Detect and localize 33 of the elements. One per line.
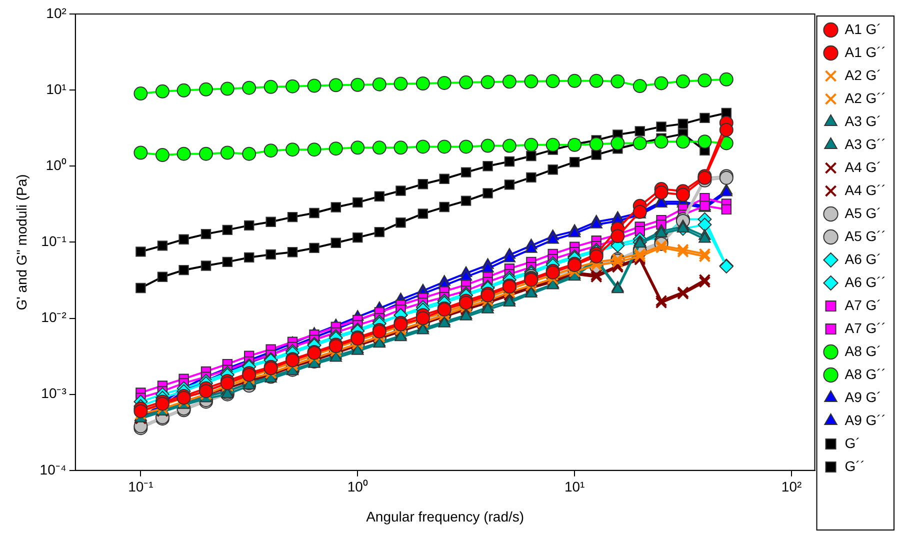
legend-label: G´	[844, 434, 860, 451]
legend-label: A1 G´´	[844, 44, 886, 60]
legend-label: A1 G´	[844, 20, 882, 37]
y-tick-label: 10⁻⁴	[40, 461, 66, 478]
legend-label: A3 G´´	[844, 136, 886, 152]
legend-label: A7 G´´	[844, 320, 886, 336]
legend-label: A6 G´	[844, 250, 882, 267]
legend-label: A8 G´	[844, 342, 882, 359]
y-tick-label: 10⁻³	[41, 385, 67, 402]
x-tick-label: 10⁻¹	[128, 478, 154, 495]
legend-label: A3 G´	[844, 112, 882, 129]
y-tick-label: 10⁻¹	[41, 233, 67, 250]
legend-label: A9 G´	[844, 388, 882, 405]
legend-label: A5 G´´	[844, 228, 886, 244]
y-axis-title: G' and G" moduli (Pa)	[13, 174, 30, 310]
y-tick-label: 10¹	[46, 80, 67, 97]
legend-label: A2 G´	[844, 66, 882, 83]
x-tick-label: 10²	[781, 478, 802, 495]
x-tick-label: 10¹	[564, 478, 586, 495]
legend-label: A6 G´´	[844, 274, 886, 290]
legend-label: A8 G´´	[844, 366, 886, 382]
legend-label: A5 G´	[844, 204, 882, 221]
legend-label: A4 G´	[844, 158, 882, 175]
x-tick-label: 10⁰	[347, 478, 368, 495]
y-tick-label: 10²	[46, 4, 67, 21]
y-tick-label: 10⁰	[46, 156, 66, 173]
legend-label: A9 G´´	[844, 412, 886, 428]
legend-label: A2 G´´	[844, 90, 886, 106]
legend-label: A4 G´´	[844, 182, 886, 198]
legend-label: G´´	[844, 458, 865, 474]
y-tick-label: 10⁻²	[41, 309, 67, 326]
legend-label: A7 G´	[844, 296, 882, 313]
x-axis-title: Angular frequency (rad/s)	[366, 508, 524, 524]
